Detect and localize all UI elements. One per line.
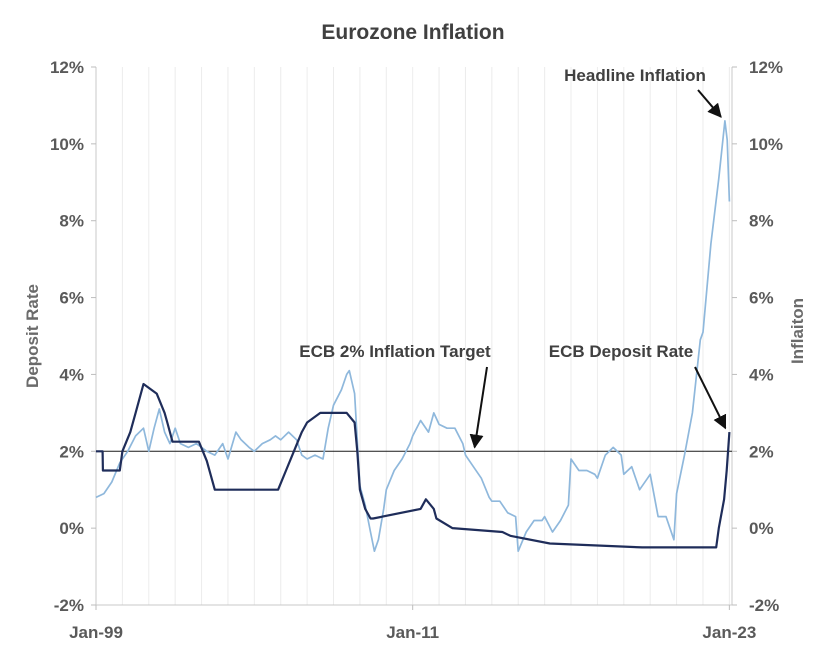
right-tick-label: 2% bbox=[749, 442, 774, 461]
grid bbox=[95, 67, 730, 605]
left-tick-label: 4% bbox=[59, 365, 84, 384]
annotation-label: ECB Deposit Rate bbox=[549, 342, 694, 361]
labels-layer: Headline Inflation ECB 2% Inflation Targe… bbox=[299, 66, 727, 449]
left-axis-label: Deposit Rate bbox=[23, 284, 42, 388]
left-tick-label: -2% bbox=[54, 596, 84, 615]
deposit-rate-line bbox=[96, 382, 731, 549]
annotation-arrow bbox=[697, 89, 722, 118]
right-axis-label: Inflaiton bbox=[788, 298, 807, 364]
x-tick-label: Jan-23 bbox=[702, 623, 756, 642]
annotation-arrow bbox=[469, 366, 488, 449]
left-tick-label: 8% bbox=[59, 212, 84, 231]
x-tick-label: Jan-99 bbox=[69, 623, 123, 642]
annotation-arrow bbox=[694, 366, 727, 430]
right-tick-label: 4% bbox=[749, 365, 774, 384]
left-tick-label: 2% bbox=[59, 442, 84, 461]
x-tick-label: Jan-11 bbox=[386, 623, 439, 642]
right-tick-label: 12% bbox=[749, 58, 783, 77]
right-tick-label: -2% bbox=[749, 596, 779, 615]
right-tick-label: 6% bbox=[749, 289, 774, 308]
chart-title: Eurozone Inflation bbox=[321, 21, 504, 44]
series-layer bbox=[95, 119, 732, 553]
annotation-label: ECB 2% Inflation Target bbox=[299, 342, 491, 361]
right-tick-label: 8% bbox=[749, 212, 774, 231]
annotation-label: Headline Inflation bbox=[564, 66, 706, 85]
left-tick-label: 12% bbox=[50, 58, 84, 77]
left-tick-label: 0% bbox=[59, 519, 84, 538]
left-tick-label: 10% bbox=[50, 135, 84, 154]
axes: -2% -2% 0% 0% 2% 2% 4% 4% 6% 6% 8% 8% 10% 10% 12% 12% Ja… bbox=[50, 58, 783, 642]
left-tick-label: 6% bbox=[59, 289, 84, 308]
inflation-line bbox=[95, 119, 731, 553]
right-tick-label: 10% bbox=[749, 135, 783, 154]
right-tick-label: 0% bbox=[749, 519, 774, 538]
